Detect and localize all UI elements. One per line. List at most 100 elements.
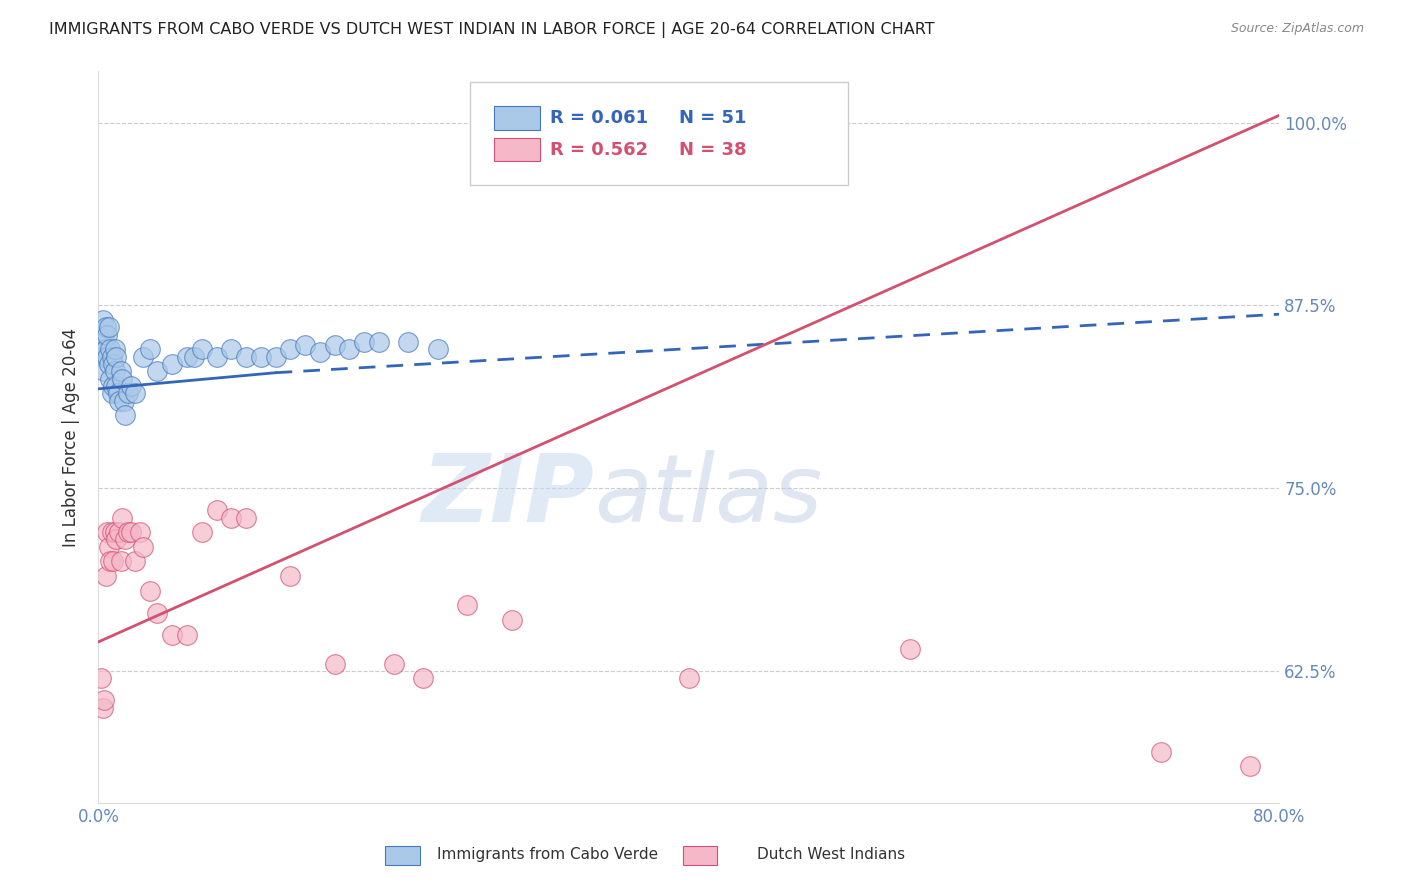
Point xyxy=(105,379,128,393)
Point xyxy=(90,334,112,349)
Point xyxy=(110,554,132,568)
Point xyxy=(98,554,121,568)
Point xyxy=(264,350,287,364)
Point xyxy=(104,343,127,357)
Point xyxy=(120,379,142,393)
Point xyxy=(103,357,125,371)
Text: Immigrants from Cabo Verde: Immigrants from Cabo Verde xyxy=(437,847,658,862)
Point xyxy=(146,364,169,378)
Point xyxy=(176,350,198,364)
Point xyxy=(97,320,120,334)
Point xyxy=(398,334,420,349)
Point xyxy=(96,350,118,364)
Point xyxy=(100,525,122,540)
Point xyxy=(98,343,121,357)
Point xyxy=(250,350,273,364)
Point xyxy=(124,554,146,568)
Point xyxy=(205,503,228,517)
Text: atlas: atlas xyxy=(595,450,823,541)
Point xyxy=(98,371,121,385)
FancyBboxPatch shape xyxy=(385,846,419,865)
Text: N = 51: N = 51 xyxy=(679,109,747,128)
Point xyxy=(368,334,391,349)
Point xyxy=(235,350,257,364)
FancyBboxPatch shape xyxy=(471,82,848,185)
Point xyxy=(146,606,169,620)
Point xyxy=(412,672,434,686)
Point xyxy=(221,510,243,524)
Point xyxy=(176,627,198,641)
FancyBboxPatch shape xyxy=(494,106,540,130)
Point xyxy=(105,533,128,547)
Point xyxy=(94,569,117,583)
Point xyxy=(280,343,302,357)
Point xyxy=(93,693,115,707)
Point xyxy=(294,338,316,352)
Point xyxy=(183,350,205,364)
Point xyxy=(94,343,117,357)
Point xyxy=(104,525,127,540)
Point xyxy=(91,350,114,364)
Point xyxy=(162,627,183,641)
Point xyxy=(309,345,332,359)
Point xyxy=(235,510,257,524)
Point xyxy=(339,343,361,357)
Point xyxy=(110,364,132,378)
Point xyxy=(108,525,131,540)
Point xyxy=(117,525,139,540)
Point xyxy=(323,338,346,352)
Point xyxy=(280,569,302,583)
Point xyxy=(90,672,112,686)
Point xyxy=(353,334,375,349)
Point xyxy=(427,343,450,357)
Point xyxy=(139,343,162,357)
Point xyxy=(457,599,479,613)
Point xyxy=(501,613,523,627)
Point xyxy=(1239,759,1261,773)
Point xyxy=(900,642,922,657)
Point xyxy=(103,379,125,393)
Point xyxy=(94,320,117,334)
Point xyxy=(132,540,155,554)
Point xyxy=(221,343,243,357)
Point xyxy=(124,386,146,401)
Text: R = 0.562: R = 0.562 xyxy=(550,141,648,159)
Point xyxy=(103,554,125,568)
Text: IMMIGRANTS FROM CABO VERDE VS DUTCH WEST INDIAN IN LABOR FORCE | AGE 20-64 CORRE: IMMIGRANTS FROM CABO VERDE VS DUTCH WEST… xyxy=(49,22,935,38)
Point xyxy=(323,657,346,671)
Point xyxy=(91,700,114,714)
Y-axis label: In Labor Force | Age 20-64: In Labor Force | Age 20-64 xyxy=(62,327,80,547)
Point xyxy=(114,533,136,547)
Text: Source: ZipAtlas.com: Source: ZipAtlas.com xyxy=(1230,22,1364,36)
Point xyxy=(93,327,115,342)
Text: ZIP: ZIP xyxy=(422,450,595,541)
FancyBboxPatch shape xyxy=(683,846,717,865)
Point xyxy=(162,357,183,371)
Point xyxy=(139,583,162,598)
Point xyxy=(678,672,700,686)
Text: N = 38: N = 38 xyxy=(679,141,747,159)
Point xyxy=(114,408,136,422)
Point xyxy=(191,525,214,540)
Point xyxy=(105,350,128,364)
Text: R = 0.061: R = 0.061 xyxy=(550,109,648,128)
Point xyxy=(100,386,122,401)
FancyBboxPatch shape xyxy=(494,138,540,161)
Point xyxy=(111,510,134,524)
Point xyxy=(111,371,134,385)
Point xyxy=(128,525,150,540)
Point xyxy=(382,657,405,671)
Point xyxy=(96,327,118,342)
Point xyxy=(97,540,120,554)
Point xyxy=(93,364,115,378)
Point xyxy=(120,525,142,540)
Point xyxy=(96,525,118,540)
Text: Dutch West Indians: Dutch West Indians xyxy=(756,847,904,862)
Point xyxy=(97,357,120,371)
Point xyxy=(132,350,155,364)
Point xyxy=(104,364,127,378)
Point xyxy=(191,343,214,357)
Point xyxy=(117,386,139,401)
Point xyxy=(1150,745,1173,759)
Point xyxy=(107,386,129,401)
